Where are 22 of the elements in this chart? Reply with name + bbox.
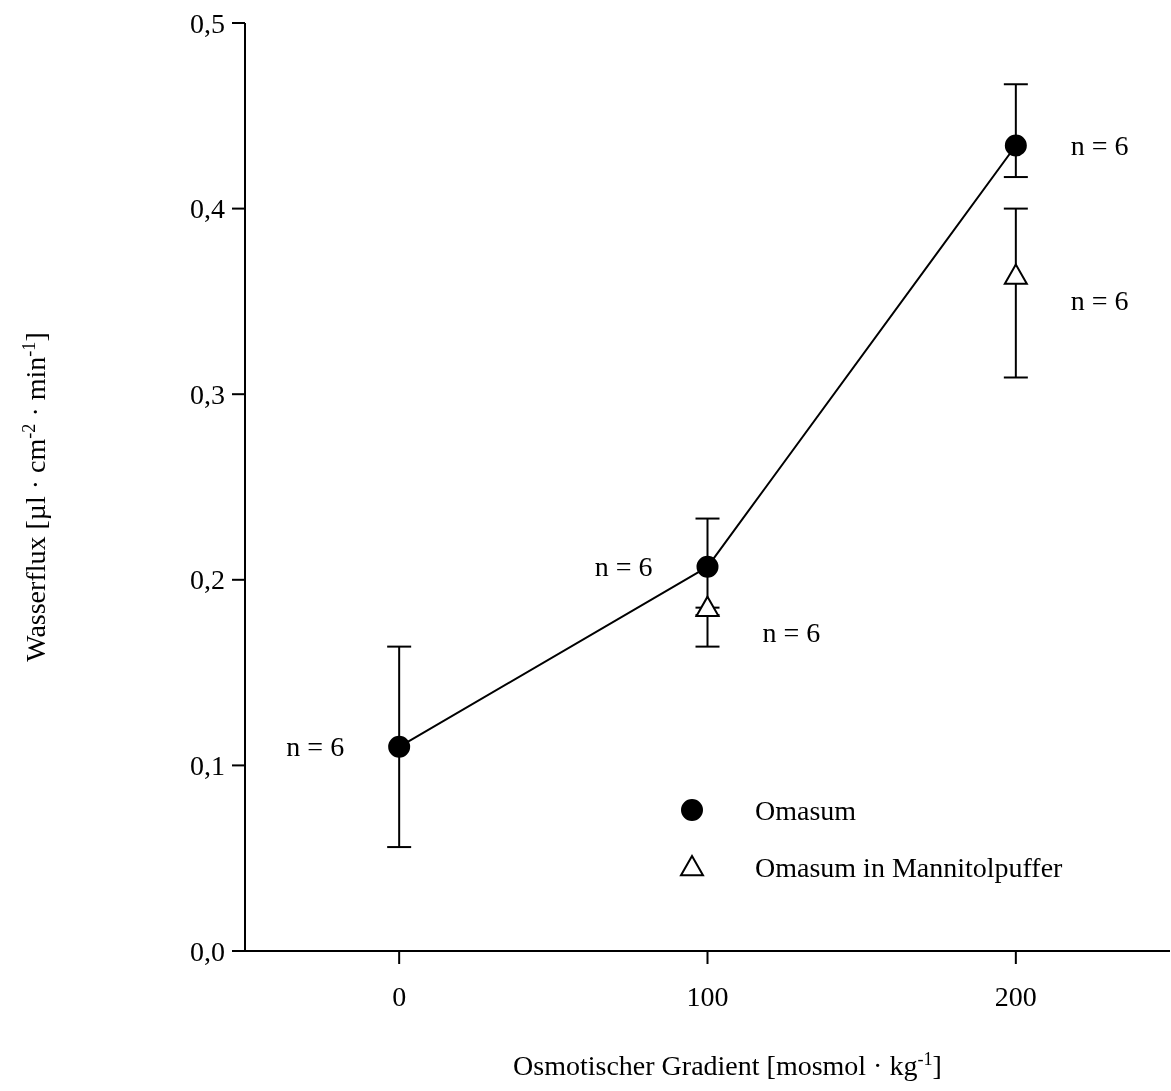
point: [695, 595, 720, 617]
annotation: n = 6: [1070, 130, 1129, 161]
y-tick-label: 0,2: [190, 564, 225, 596]
y-tick-label: 0,5: [190, 7, 225, 39]
point: [1004, 134, 1027, 157]
legend-label: Omasum: [755, 794, 857, 826]
x-axis-title: Osmotischer Gradient [mosmol · kg$^{-1}$]: [513, 1049, 942, 1081]
x-tick-label: 0: [392, 980, 407, 1012]
y-tick-label: 0,4: [190, 193, 225, 225]
annotation: n = 6: [594, 551, 653, 583]
x-tick-label: 100: [686, 980, 729, 1012]
y-tick-label: 0,3: [190, 378, 225, 410]
annotation: n = 6: [1070, 284, 1129, 316]
x-tick-label: 200: [994, 980, 1037, 1012]
point: [696, 555, 719, 578]
point: [388, 735, 411, 758]
annotation: n = 6: [762, 617, 821, 649]
legend-label: Omasum in Mannitolpuffer: [755, 851, 1064, 883]
annotation: n = 6: [286, 731, 345, 763]
y-tick-label: 0,1: [190, 749, 225, 781]
point: [1003, 263, 1028, 285]
y-tick-label: 0,0: [190, 935, 225, 967]
